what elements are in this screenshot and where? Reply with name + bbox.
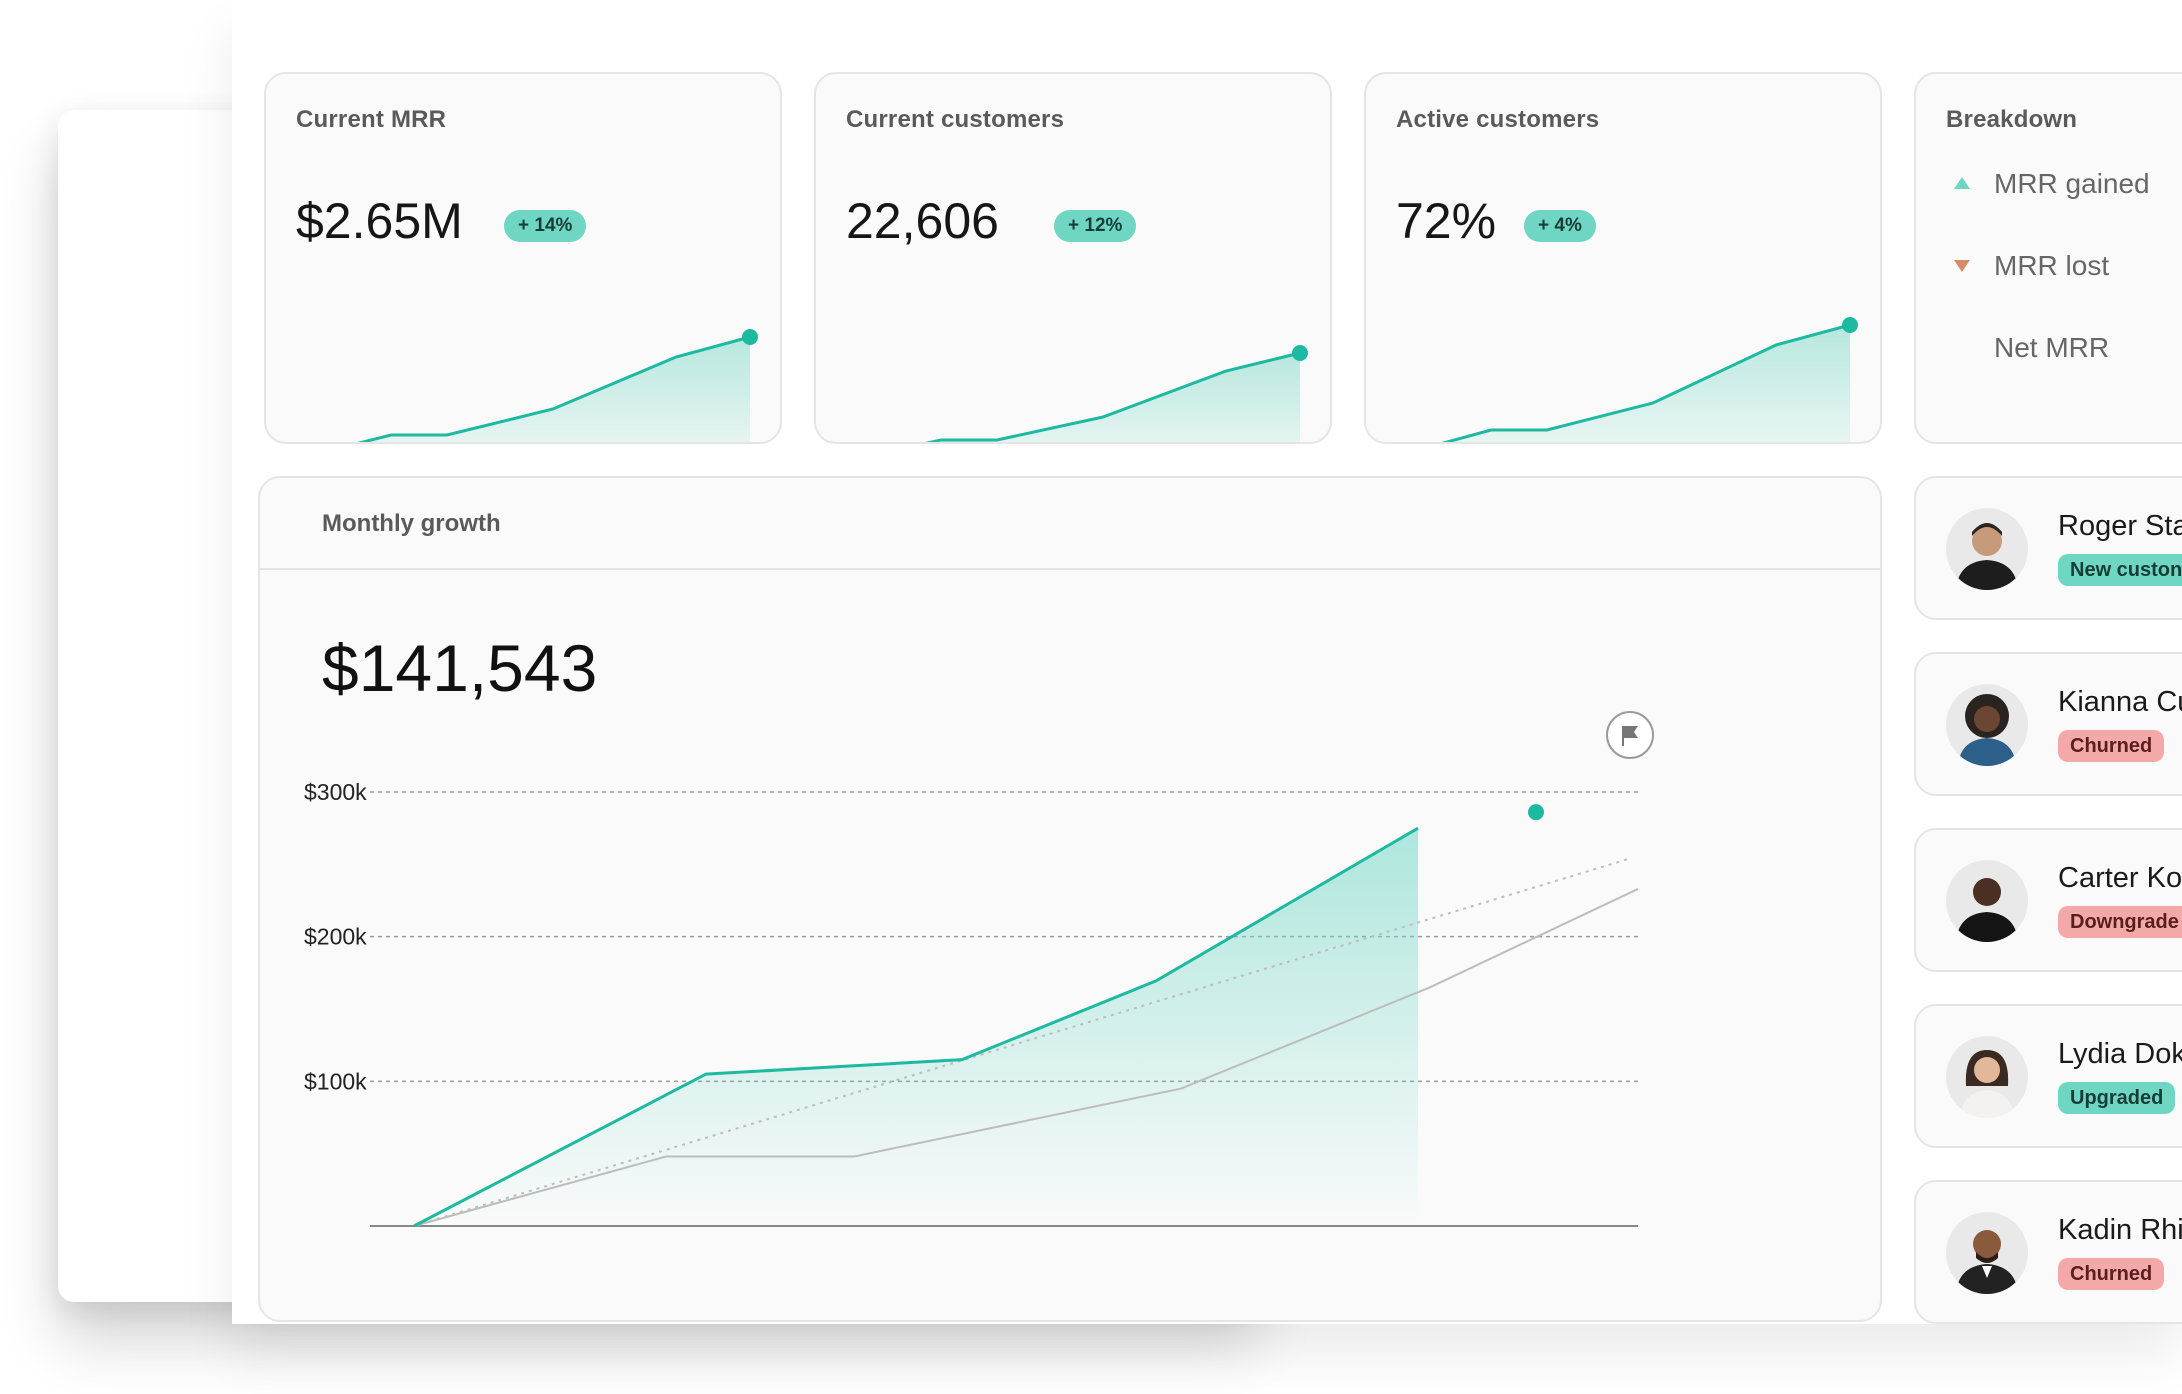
growth-header: Monthly growth: [260, 478, 1880, 570]
flag-icon[interactable]: [1606, 711, 1654, 759]
metric-card-mrr[interactable]: Current MRR $2.65M + 14%: [264, 72, 782, 444]
y-tick-label: $100k: [304, 1068, 367, 1094]
metric-value: $2.65M: [296, 193, 463, 249]
metric-value: 72%: [1396, 193, 1497, 249]
metric-title: Current customers: [846, 106, 1065, 133]
sparkline: [925, 345, 1308, 442]
breakdown-item-lost[interactable]: MRR lost: [1994, 250, 2110, 281]
growth-chart: $100k $200k $300k: [304, 711, 1654, 1228]
y-tick-label: $300k: [304, 779, 367, 805]
triangle-up-icon: [1954, 177, 1970, 189]
customer-card[interactable]: Roger Sta New custon: [1914, 476, 2182, 620]
status-badge: New custon: [2058, 554, 2182, 586]
sparkline: [357, 329, 758, 442]
growth-value: $141,543: [322, 631, 598, 705]
metric-card-active[interactable]: Active customers 72% + 4%: [1364, 72, 1882, 444]
y-tick-label: $200k: [304, 924, 367, 950]
customer-card[interactable]: Lydia Dok Upgraded: [1914, 1004, 2182, 1148]
status-badge: Churned: [2058, 1258, 2165, 1290]
customer-name: Lydia Dok: [2058, 1038, 2182, 1070]
customer-name: Roger Sta: [2058, 510, 2182, 542]
series-area: [414, 828, 1418, 1226]
status-badge: Downgrade: [2058, 906, 2182, 938]
series-end-point: [1528, 804, 1544, 821]
status-badge: Churned: [2058, 730, 2165, 762]
metric-card-customers[interactable]: Current customers 22,606 + 12%: [814, 72, 1332, 444]
breakdown-title: Breakdown: [1946, 106, 2078, 133]
metric-title: Current MRR: [296, 106, 447, 133]
breakdown-item-gained[interactable]: MRR gained: [1994, 168, 2150, 199]
customer-card[interactable]: Kadin Rhi Churned: [1914, 1180, 2182, 1324]
breakdown-item-net[interactable]: Net MRR: [1994, 332, 2110, 363]
change-badge: + 4%: [1524, 210, 1596, 242]
series-line-comparison: [413, 888, 1639, 1227]
avatar: [1946, 1036, 2028, 1118]
customer-name: Carter Ko: [2058, 862, 2182, 894]
customer-name: Kianna Cu: [2058, 686, 2182, 718]
change-badge: + 14%: [504, 210, 587, 242]
avatar: [1946, 684, 2028, 766]
growth-title: Monthly growth: [322, 510, 501, 537]
series-line-main: [413, 826, 1419, 1228]
metric-title: Active customers: [1396, 106, 1600, 133]
customer-name: Kadin Rhi: [2058, 1214, 2182, 1246]
customer-card[interactable]: Carter Ko Downgrade: [1914, 828, 2182, 972]
metric-value: 22,606: [846, 193, 999, 249]
avatar: [1946, 1212, 2028, 1294]
customer-card[interactable]: Kianna Cu Churned: [1914, 652, 2182, 796]
series-line-target: [413, 857, 1631, 1227]
avatar: [1946, 860, 2028, 942]
change-badge: + 12%: [1054, 210, 1137, 242]
breakdown-card[interactable]: Breakdown MRR gained MRR lost Net MRR: [1914, 72, 2182, 444]
monthly-growth-card: Monthly growth $141,543 $100k $200k $300k: [258, 476, 1882, 1322]
triangle-down-icon: [1954, 260, 1970, 272]
sparkline: [1441, 317, 1858, 442]
status-badge: Upgraded: [2058, 1082, 2176, 1114]
avatar: [1946, 508, 2028, 590]
